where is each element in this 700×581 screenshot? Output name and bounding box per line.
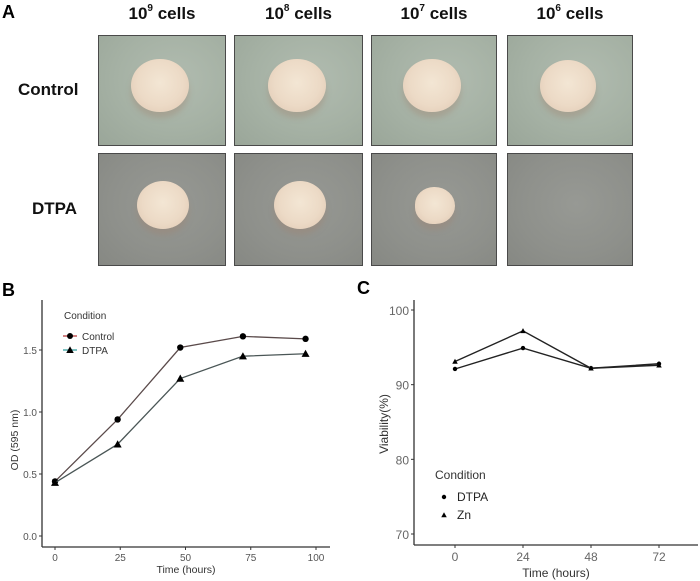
plate-dtpa-3 bbox=[371, 153, 497, 266]
x-axis-title: Time (hours) bbox=[156, 564, 215, 576]
panel-c-letter: C bbox=[357, 278, 370, 298]
legend-title: Condition bbox=[64, 311, 106, 322]
legend-label-dtpa: DTPA bbox=[457, 490, 488, 504]
x-tick-label: 72 bbox=[652, 550, 666, 564]
y-tick-label: 1.5 bbox=[23, 346, 37, 357]
colony-spot bbox=[137, 180, 189, 229]
plate-dtpa-4 bbox=[507, 153, 633, 266]
data-point-control bbox=[239, 333, 247, 340]
panel-b-letter: B bbox=[2, 280, 15, 300]
y-tick-label: 1.0 bbox=[23, 408, 37, 419]
panel-a-letter: A bbox=[2, 2, 15, 22]
x-axis-title: Time (hours) bbox=[522, 566, 590, 580]
data-point-dtpa bbox=[51, 478, 59, 486]
y-axis-title: OD (595 nm) bbox=[9, 410, 21, 471]
legend-marker-control bbox=[67, 333, 73, 339]
column-header-10e9: 109 cells bbox=[128, 3, 196, 23]
x-tick-label: 50 bbox=[180, 553, 192, 564]
row-label-control: Control bbox=[18, 79, 79, 99]
legend-label-dtpa: DTPA bbox=[82, 346, 108, 357]
colony-spot bbox=[415, 186, 455, 224]
colony-spot bbox=[131, 58, 189, 113]
y-tick-label: 90 bbox=[396, 379, 410, 393]
x-tick-label: 0 bbox=[452, 550, 459, 564]
x-tick-label: 25 bbox=[115, 553, 127, 564]
legend-marker-zn bbox=[441, 512, 447, 518]
y-axis-title: Viability(%) bbox=[377, 394, 391, 454]
data-point-control bbox=[114, 416, 121, 423]
legend-marker-dtpa bbox=[66, 346, 74, 353]
y-tick-label: 70 bbox=[396, 528, 410, 542]
row-label-dtpa: DTPA bbox=[32, 198, 78, 218]
data-point-dtpa bbox=[176, 374, 185, 382]
data-point-dtpa bbox=[520, 345, 526, 351]
plate-dtpa-1 bbox=[98, 153, 226, 266]
colony-spot bbox=[273, 180, 326, 229]
column-header-10e8: 108 cells bbox=[264, 3, 333, 23]
x-tick-label: 75 bbox=[245, 553, 257, 564]
plate-control-2 bbox=[234, 35, 363, 146]
data-point-dtpa bbox=[301, 349, 310, 357]
legend-title: Condition bbox=[435, 468, 486, 482]
plate-control-3 bbox=[371, 35, 497, 146]
data-point-zn bbox=[520, 328, 526, 334]
plate-control-1 bbox=[98, 35, 226, 146]
data-point-zn bbox=[656, 362, 662, 368]
legend-label-zn: Zn bbox=[457, 508, 471, 522]
plate-control-4 bbox=[507, 35, 633, 146]
data-point-zn bbox=[588, 365, 594, 371]
series-line-dtpa bbox=[454, 347, 660, 370]
x-tick-label: 48 bbox=[584, 550, 598, 564]
data-point-control bbox=[177, 344, 184, 351]
series-line-zn bbox=[454, 330, 660, 369]
data-point-dtpa bbox=[113, 440, 122, 448]
plate-dtpa-2 bbox=[234, 153, 363, 266]
colony-spot bbox=[540, 59, 596, 112]
data-point-zn bbox=[452, 358, 458, 364]
x-tick-label: 24 bbox=[516, 550, 530, 564]
x-tick-label: 100 bbox=[308, 553, 325, 564]
y-tick-label: 80 bbox=[396, 453, 410, 467]
y-tick-label: 0.5 bbox=[23, 470, 37, 481]
x-tick-label: 0 bbox=[52, 553, 58, 564]
column-header-10e6: 106 cells bbox=[536, 3, 604, 23]
column-header-10e7: 107 cells bbox=[400, 3, 468, 23]
data-point-control bbox=[302, 335, 309, 343]
data-point-dtpa bbox=[452, 366, 458, 372]
colony-spot bbox=[403, 58, 461, 113]
y-tick-label: 0.0 bbox=[23, 532, 37, 543]
legend-marker-dtpa bbox=[441, 494, 447, 500]
legend-label-control: Control bbox=[82, 332, 114, 343]
y-tick-label: 100 bbox=[389, 304, 409, 318]
data-point-dtpa bbox=[238, 352, 247, 360]
colony-spot bbox=[267, 58, 326, 113]
